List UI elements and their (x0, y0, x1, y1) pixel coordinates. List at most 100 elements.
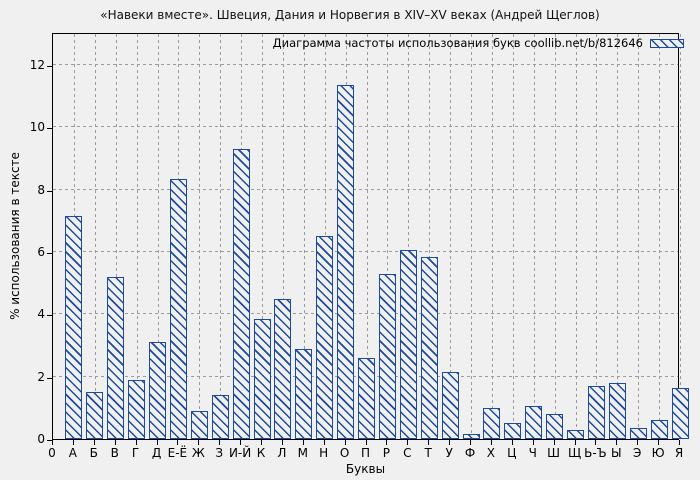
bar (190, 410, 208, 439)
gridline-vertical (282, 34, 284, 439)
gridline-vertical (262, 34, 263, 439)
gridline-horizontal (53, 126, 678, 128)
bar (337, 85, 355, 439)
bar (86, 392, 104, 439)
gridline-vertical (533, 34, 535, 439)
bar (567, 429, 584, 439)
x-tick-mark (281, 440, 283, 445)
x-tick-label: К (256, 446, 266, 460)
x-tick-mark (532, 440, 534, 445)
x-tick-label: Х (486, 446, 495, 460)
x-tick-label: Ю (651, 446, 665, 460)
x-tick-mark (177, 440, 179, 445)
x-tick-label: Ы (611, 446, 622, 460)
bar (316, 236, 334, 439)
x-tick-label: О (339, 446, 350, 460)
gridline-vertical (136, 34, 138, 439)
x-axis-title: Буквы (345, 462, 386, 476)
gridline-vertical (575, 34, 577, 439)
y-tick-label: 0 (37, 432, 45, 446)
x-tick-mark (365, 440, 367, 445)
gridline-vertical (303, 34, 305, 439)
x-tick-label: Б (89, 446, 98, 460)
gridline-vertical (659, 34, 661, 439)
bar (525, 406, 543, 439)
x-tick-mark (637, 440, 639, 445)
gridline-vertical (596, 34, 598, 439)
bar (211, 395, 229, 439)
bar (483, 407, 501, 439)
gridline-vertical (408, 34, 410, 439)
y-axis-title: % использования в тексте (8, 152, 22, 320)
bar (274, 298, 292, 439)
gridline-vertical (638, 34, 640, 439)
x-tick-mark (240, 440, 242, 445)
x-tick-mark (323, 440, 325, 445)
gridline-vertical (115, 34, 117, 439)
x-tick-mark (261, 440, 262, 445)
x-tick-label: М (297, 446, 308, 460)
bar (671, 387, 689, 439)
x-tick-label: Ч (528, 446, 537, 460)
x-tick-mark (511, 440, 513, 445)
y-tick-mark (47, 190, 52, 192)
x-tick-mark (219, 440, 221, 445)
y-tick-label: 4 (37, 307, 45, 322)
bar (441, 372, 459, 439)
bar (378, 273, 396, 439)
bar (295, 348, 313, 439)
bar (128, 379, 146, 439)
gridline-vertical (450, 34, 452, 439)
y-tick-label: 6 (37, 245, 45, 260)
x-tick-mark (198, 440, 200, 445)
gridline-vertical (554, 34, 556, 439)
x-tick-mark (407, 440, 409, 445)
x-tick-label: П (360, 446, 371, 460)
x-tick-label: Щ (567, 446, 582, 460)
x-tick-label: Л (277, 446, 287, 460)
bar (629, 428, 647, 439)
x-tick-mark (93, 440, 95, 445)
x-tick-label: Э (632, 446, 642, 460)
gridline-vertical (387, 34, 389, 439)
gridline-vertical (512, 34, 514, 439)
gridline-vertical (220, 34, 222, 439)
x-tick-mark (574, 440, 576, 445)
bar (420, 256, 438, 439)
x-tick-label: Ц (507, 446, 517, 460)
x-tick-label: Ш (547, 446, 561, 460)
gridline-vertical (429, 34, 431, 439)
x-tick-mark (302, 440, 304, 445)
x-tick-mark (344, 440, 346, 445)
plot-area: Диаграмма частоты использования букв coo… (52, 33, 689, 440)
gridline-horizontal (53, 64, 678, 66)
bar (546, 414, 564, 439)
bar (462, 434, 480, 439)
x-tick-mark (658, 440, 660, 445)
bar (650, 420, 668, 439)
x-tick-label: С (403, 446, 412, 460)
x-tick-label: Н (319, 446, 329, 460)
x-tick-label: Я (674, 446, 684, 460)
x-tick-label: Д (151, 446, 162, 460)
x-tick-mark (553, 440, 555, 445)
bar (504, 423, 522, 439)
gridline-horizontal (53, 188, 678, 190)
x-tick-mark (595, 440, 597, 445)
y-tick-mark (47, 66, 52, 68)
x-tick-mark (114, 440, 116, 445)
bar (107, 276, 125, 439)
bar (253, 319, 271, 439)
x-tick-label: Т (424, 446, 432, 460)
gridline-vertical (680, 34, 681, 439)
x-tick-mark (679, 440, 680, 445)
x-tick-mark (72, 440, 74, 445)
legend-swatch (650, 38, 684, 48)
bar (149, 342, 166, 439)
y-tick-label: 8 (37, 182, 45, 197)
bar (608, 382, 626, 439)
bar (587, 386, 605, 439)
bar (169, 178, 187, 439)
gridline-horizontal (53, 313, 678, 315)
